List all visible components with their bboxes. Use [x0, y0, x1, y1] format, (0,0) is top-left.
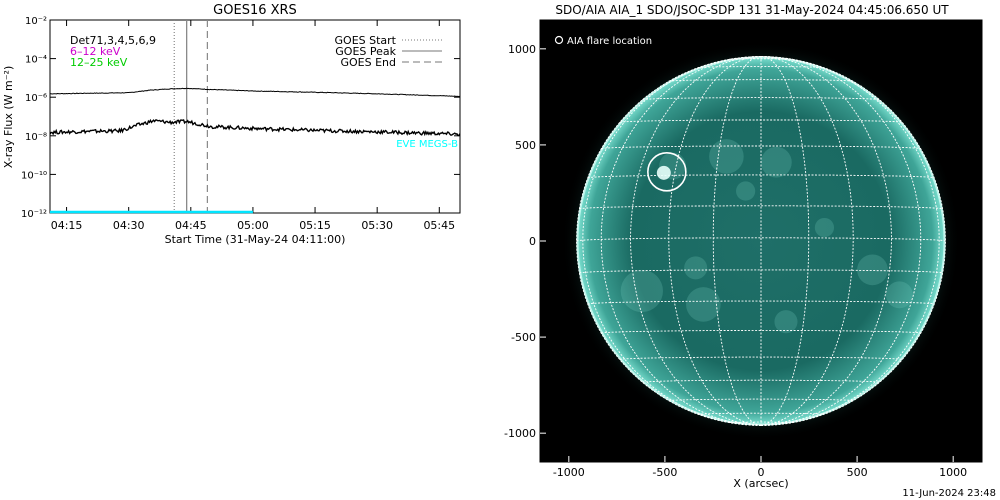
- aia-y-tick-label: 1000: [508, 43, 536, 56]
- active-region-glow: [774, 310, 798, 334]
- goes-y-tick-label: 10⁻⁸: [25, 132, 47, 143]
- active-region-glow: [857, 254, 888, 286]
- goes-short-channel-line: [49, 118, 461, 137]
- goes-y-tick-label: 10⁻¹²: [21, 209, 47, 220]
- grid-longitude-line: [582, 56, 762, 426]
- aia-y-tick-label: 500: [515, 139, 536, 152]
- legend-goes-end: GOES End: [340, 56, 396, 69]
- goes-y-tick-label: 10⁻⁶: [25, 93, 47, 104]
- grid-latitude-line: [579, 205, 943, 210]
- flare-bright-kernel: [656, 165, 671, 180]
- aia-image-panel: SDO/AIA AIA_1 SDO/JSOC-SDP 131 31-May-20…: [504, 3, 983, 490]
- active-region-glow: [736, 181, 756, 201]
- legend-goes-peak: GOES Peak: [335, 45, 396, 58]
- grid-latitude-line: [587, 174, 935, 179]
- grid-latitude-line: [642, 379, 880, 383]
- goes-plot-frame: [49, 19, 461, 214]
- eve-megs-b-label: EVE MEGS-B: [396, 139, 458, 150]
- goes-xlabel: Start Time (31-May-24 04:11:00): [165, 233, 346, 246]
- legend-12-25kev: 12–25 keV: [70, 56, 128, 69]
- legend-6-12kev: 6–12 keV: [70, 45, 121, 58]
- goes-y-tick-label: 10⁻¹⁰: [21, 170, 47, 181]
- goes-x-tick-label: 04:15: [51, 219, 83, 232]
- grid-longitude-line: [760, 56, 810, 426]
- grid-longitude-line: [600, 56, 762, 426]
- legend-circle-icon: [554, 35, 564, 45]
- grid-longitude-line: [760, 56, 854, 426]
- goes-y-tick-label: 10⁻²: [25, 16, 47, 27]
- aia-xlabel: X (arcsec): [733, 477, 788, 490]
- active-region-glow: [885, 281, 913, 309]
- aia-x-tick-label: -1000: [553, 466, 585, 479]
- active-region-glow: [620, 269, 663, 313]
- footer-timestamp: 11-Jun-2024 23:48: [902, 488, 996, 499]
- solar-disk: [576, 56, 946, 426]
- aia-x-tick-label: -500: [652, 466, 677, 479]
- goes-x-tick-label: 05:30: [361, 219, 393, 232]
- goes-long-channel-line: [50, 87, 461, 98]
- legend-detectors: Det71,3,4,5,6,9: [70, 34, 156, 47]
- heliographic-grid: [576, 56, 946, 426]
- active-region-glow: [684, 256, 708, 280]
- grid-longitude-line: [712, 56, 762, 426]
- aia-x-tick-label: 0: [758, 466, 765, 479]
- aia-y-tick-label: 0: [529, 235, 536, 248]
- goes-series: [49, 87, 461, 214]
- goes-title: GOES16 XRS: [213, 3, 297, 18]
- grid-latitude-line: [728, 421, 794, 424]
- active-region-glow: [761, 146, 792, 178]
- goes-xrs-panel: GOES16 XRS 10⁻² 10⁻⁴ 10⁻⁶ 10⁻⁸ 10⁻¹⁰ 10⁻¹² 04…: [2, 3, 461, 246]
- flare-location-marker: [647, 152, 687, 192]
- active-region-glow: [686, 287, 721, 322]
- goes-x-tick-label: 05:45: [423, 219, 455, 232]
- grid-latitude-line: [600, 145, 922, 150]
- goes-x-tick-label: 04:30: [113, 219, 145, 232]
- grid-longitude-line: [760, 56, 922, 426]
- goes-x-tick-label: 04:45: [175, 219, 207, 232]
- goes-x-tick-label: 05:15: [299, 219, 331, 232]
- grid-longitude-line: [668, 56, 762, 426]
- aia-axis-ticks: -1000 -500 0 500 1000 1000 500 0 -500 -1000: [504, 43, 967, 479]
- goes-x-tick-label: 05:00: [237, 219, 269, 232]
- grid-longitude-line: [630, 56, 762, 426]
- legend-goes-start: GOES Start: [335, 34, 397, 47]
- aia-x-tick-label: 1000: [939, 466, 967, 479]
- goes-flare-lines: [173, 20, 208, 213]
- flare-location-circle: [647, 152, 687, 192]
- aia-y-tick-label: -500: [511, 331, 536, 344]
- aia-x-tick-label: 500: [847, 466, 868, 479]
- grid-latitude-line: [729, 58, 793, 60]
- goes-y-ticks: 10⁻² 10⁻⁴ 10⁻⁶ 10⁻⁸ 10⁻¹⁰ 10⁻¹²: [21, 16, 460, 220]
- grid-longitude-line: [760, 56, 940, 426]
- grid-longitude-line: [760, 56, 892, 426]
- grid-latitude-line: [576, 237, 946, 242]
- goes-ylabel: X-ray Flux (W m⁻²): [2, 66, 15, 168]
- goes-y-tick-label: 10⁻⁴: [25, 55, 47, 66]
- active-region-glow: [814, 217, 835, 238]
- goes-x-ticks: 04:15 04:30 04:45 05:00 05:15 05:30 05:45: [51, 20, 455, 232]
- active-region-glow: [709, 139, 744, 174]
- aia-title: SDO/AIA AIA_1 SDO/JSOC-SDP 131 31-May-20…: [555, 3, 949, 17]
- aia-legend-label: AIA flare location: [567, 36, 652, 47]
- aia-y-tick-label: -1000: [504, 427, 536, 440]
